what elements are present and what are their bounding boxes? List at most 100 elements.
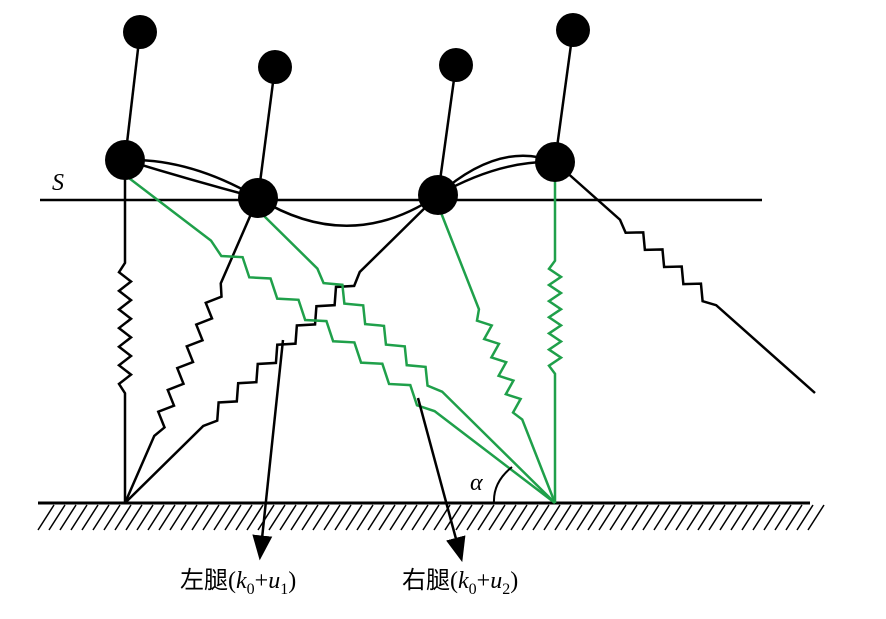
hatch-line	[224, 504, 242, 531]
hatch-line	[422, 504, 440, 531]
hatch-line	[642, 504, 660, 531]
arrow	[416, 397, 466, 563]
hatch-line	[521, 504, 539, 531]
head	[258, 50, 292, 84]
hatch-line	[510, 504, 528, 531]
hatch-line	[389, 504, 407, 531]
angle-label: α	[470, 470, 483, 496]
hatch-line	[378, 504, 396, 531]
label-part: k	[458, 568, 469, 594]
hatch-line	[59, 504, 77, 531]
neck	[436, 64, 458, 196]
label-part: )	[288, 568, 296, 594]
hatch-line	[114, 504, 132, 531]
hatch-line	[752, 504, 770, 531]
hatch-line	[169, 504, 187, 531]
spring	[546, 180, 564, 503]
hatch-line	[554, 504, 572, 531]
hatch-line	[180, 504, 198, 531]
hatch-line	[345, 504, 363, 531]
label-part: u	[268, 568, 280, 594]
hatch-line	[719, 504, 737, 531]
hatch-line	[400, 504, 418, 531]
label-part: +	[477, 568, 491, 594]
leg-curve	[124, 158, 259, 200]
hatch-line	[334, 504, 352, 531]
label-part: )	[510, 568, 518, 594]
spring	[116, 160, 134, 503]
hatch-line	[70, 504, 88, 531]
label-part: u	[490, 568, 502, 594]
hatch-line	[686, 504, 704, 531]
spring	[124, 174, 556, 504]
hatch-line	[708, 504, 726, 531]
hatch-line	[609, 504, 627, 531]
springs	[116, 160, 816, 504]
label-part: k	[236, 568, 247, 594]
hatch-line	[367, 504, 385, 531]
hatch-line	[81, 504, 99, 531]
hatch-line	[92, 504, 110, 531]
hatch-line	[785, 504, 803, 531]
label-part: 0	[469, 581, 477, 598]
hatch-line	[543, 504, 561, 531]
hatch-line	[103, 504, 121, 531]
head	[556, 13, 590, 47]
surface-label: S	[52, 170, 64, 196]
hatch-line	[411, 504, 429, 531]
left-leg-label: 左腿(k0+u1)	[180, 567, 296, 598]
hatch-line	[631, 504, 649, 531]
label-part: 0	[247, 581, 255, 598]
label-part: 右腿(	[402, 567, 458, 594]
hatch-line	[158, 504, 176, 531]
hatch-line	[565, 504, 583, 531]
neck	[553, 29, 575, 163]
node	[535, 142, 575, 182]
right-leg-label: 右腿(k0+u2)	[402, 567, 518, 598]
hatch-line	[587, 504, 605, 531]
label-part: 2	[502, 581, 510, 598]
spring	[436, 204, 557, 504]
ground-hatching	[37, 504, 825, 531]
hatch-line	[290, 504, 308, 531]
hatch-line	[444, 504, 462, 531]
hatch-line	[268, 504, 286, 531]
hatch-line	[202, 504, 220, 531]
hatch-line	[675, 504, 693, 531]
hatch-line	[301, 504, 319, 531]
neck	[123, 31, 142, 161]
hatch-line	[477, 504, 495, 531]
hatch-line	[576, 504, 594, 531]
hatch-line	[455, 504, 473, 531]
label-part: 1	[280, 581, 288, 598]
node	[418, 175, 458, 215]
hatch-line	[796, 504, 814, 531]
hatch-line	[125, 504, 143, 531]
spring	[124, 194, 439, 504]
node	[105, 140, 145, 180]
hatch-line	[741, 504, 759, 531]
hatch-line	[653, 504, 671, 531]
hatch-line	[356, 504, 374, 531]
hatch-line	[807, 504, 825, 531]
hatch-line	[257, 504, 275, 531]
hatch-line	[664, 504, 682, 531]
hatch-line	[774, 504, 792, 531]
hatch-line	[312, 504, 330, 531]
hatch-line	[697, 504, 715, 531]
hatch-line	[488, 504, 506, 531]
hatch-line	[37, 504, 55, 531]
hatch-line	[246, 504, 264, 531]
hatch-line	[730, 504, 748, 531]
hatch-line	[48, 504, 66, 531]
hatch-line	[147, 504, 165, 531]
hatch-line	[532, 504, 550, 531]
head	[123, 15, 157, 49]
hatch-line	[598, 504, 616, 531]
hatch-line	[279, 504, 297, 531]
hatch-line	[235, 504, 253, 531]
hatch-line	[620, 504, 638, 531]
hatch-line	[323, 504, 341, 531]
label-part: +	[255, 568, 269, 594]
head	[439, 48, 473, 82]
